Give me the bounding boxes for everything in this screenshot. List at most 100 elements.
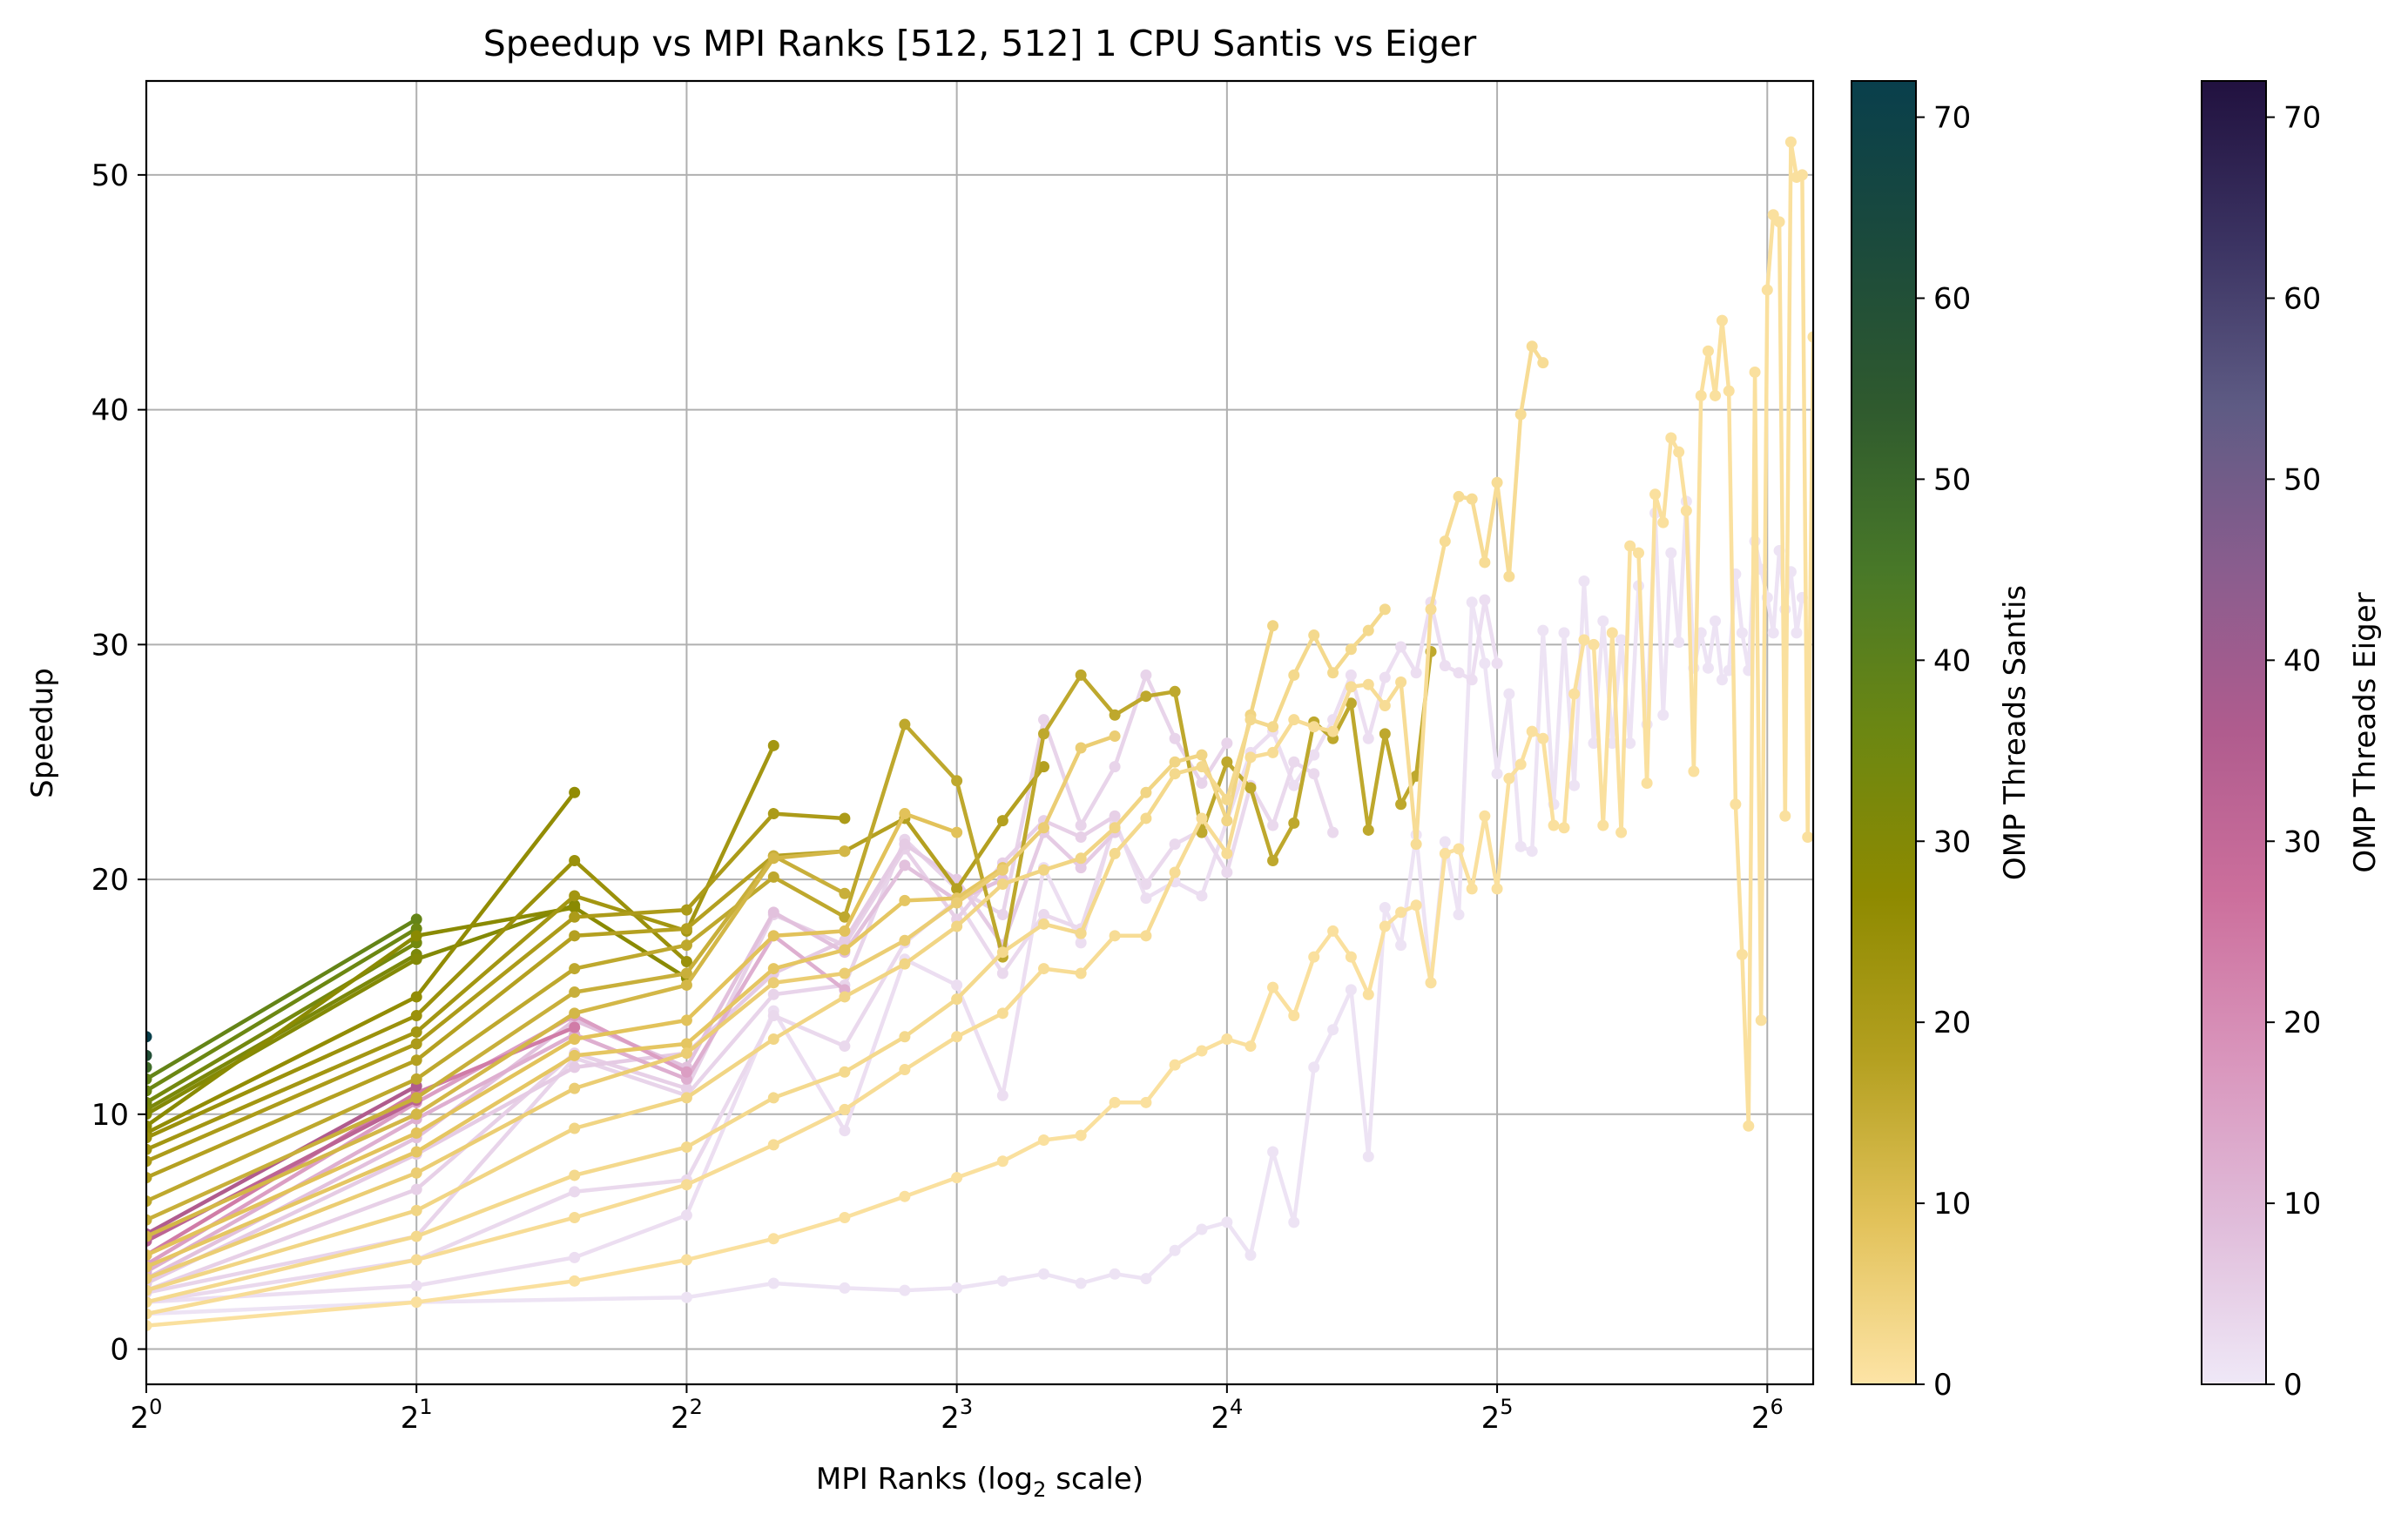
series-santis-72-threads bbox=[146, 1031, 152, 1043]
data-point bbox=[146, 1143, 152, 1155]
data-point bbox=[410, 991, 422, 1003]
data-point bbox=[1395, 939, 1407, 952]
data-point bbox=[1075, 967, 1087, 979]
colorbar-tick-label: 10 bbox=[1933, 1187, 1971, 1222]
series-line bbox=[146, 344, 1545, 1316]
x-axis-title: MPI Ranks (log2 scale) bbox=[816, 1462, 1143, 1502]
data-point bbox=[569, 930, 581, 942]
data-point bbox=[1743, 1120, 1755, 1132]
data-point bbox=[410, 1108, 422, 1121]
data-point bbox=[1075, 819, 1087, 831]
colorbar-tick-label: 50 bbox=[1933, 462, 1971, 497]
data-point bbox=[569, 963, 581, 975]
data-point bbox=[410, 1254, 422, 1266]
data-point bbox=[996, 878, 1008, 890]
data-point bbox=[899, 1284, 911, 1296]
data-point bbox=[1196, 777, 1208, 789]
data-point bbox=[1169, 732, 1181, 744]
data-point bbox=[146, 1284, 152, 1296]
data-point bbox=[569, 1186, 581, 1198]
data-point bbox=[1379, 699, 1391, 711]
data-point bbox=[680, 1179, 692, 1191]
data-point bbox=[1038, 761, 1050, 773]
data-point bbox=[767, 906, 779, 919]
y-tick-label: 50 bbox=[91, 158, 129, 193]
data-point bbox=[1736, 948, 1748, 960]
data-point bbox=[680, 1047, 692, 1060]
data-point bbox=[899, 934, 911, 946]
data-point bbox=[146, 1273, 152, 1285]
data-point bbox=[1169, 685, 1181, 697]
data-point bbox=[1196, 890, 1208, 902]
data-point bbox=[1267, 1146, 1279, 1158]
data-point bbox=[1736, 627, 1748, 639]
data-point bbox=[951, 897, 963, 909]
data-point bbox=[1526, 845, 1538, 858]
data-point bbox=[1410, 899, 1422, 912]
data-point bbox=[1568, 688, 1581, 700]
data-point bbox=[1491, 768, 1503, 780]
data-point bbox=[1526, 340, 1538, 353]
data-point bbox=[767, 1139, 779, 1151]
data-point bbox=[680, 1209, 692, 1222]
data-point bbox=[1140, 812, 1152, 824]
series-line bbox=[146, 905, 688, 1128]
data-point bbox=[1578, 634, 1590, 646]
data-point bbox=[899, 718, 911, 730]
data-point bbox=[1267, 981, 1279, 993]
data-point bbox=[1288, 1216, 1300, 1228]
data-point bbox=[1109, 709, 1121, 721]
series-santis-3-threads bbox=[146, 603, 1391, 1309]
data-point bbox=[410, 1146, 422, 1158]
data-point bbox=[1267, 855, 1279, 867]
series-santis-1-threads bbox=[146, 136, 1813, 1332]
data-point bbox=[1327, 925, 1339, 937]
data-point bbox=[839, 1103, 851, 1115]
data-point bbox=[1267, 620, 1279, 632]
data-point bbox=[767, 963, 779, 975]
data-point bbox=[1395, 676, 1407, 689]
data-point bbox=[146, 1296, 152, 1309]
data-point bbox=[1503, 772, 1515, 784]
data-point bbox=[1169, 866, 1181, 878]
data-point bbox=[1784, 136, 1797, 148]
data-point bbox=[1308, 951, 1320, 963]
data-point bbox=[569, 890, 581, 902]
data-point bbox=[146, 1261, 152, 1273]
data-point bbox=[146, 1214, 152, 1226]
data-point bbox=[1665, 432, 1677, 444]
data-point bbox=[1196, 826, 1208, 838]
data-point bbox=[1308, 749, 1320, 761]
data-point bbox=[1267, 721, 1279, 733]
data-point bbox=[1624, 737, 1636, 750]
data-point bbox=[1779, 810, 1791, 822]
data-point bbox=[899, 894, 911, 906]
series-santis-18-threads bbox=[146, 761, 1050, 1184]
data-point bbox=[569, 986, 581, 999]
series-line bbox=[146, 917, 418, 1081]
data-point bbox=[1267, 819, 1279, 831]
data-point bbox=[1665, 547, 1677, 559]
data-point bbox=[569, 1211, 581, 1223]
data-point bbox=[899, 838, 911, 851]
series-layer bbox=[146, 136, 1813, 1332]
data-point bbox=[899, 1031, 911, 1043]
data-point bbox=[1695, 389, 1707, 401]
data-point bbox=[1615, 634, 1628, 646]
data-point bbox=[146, 1049, 152, 1061]
data-point bbox=[1466, 883, 1478, 895]
x-axis-ticks: 20 21 22 23 24 25 26 bbox=[131, 1384, 1784, 1436]
data-point bbox=[410, 1280, 422, 1292]
data-point bbox=[1075, 927, 1087, 939]
colorbar-tick-label: 30 bbox=[1933, 824, 1971, 859]
data-point bbox=[767, 1033, 779, 1045]
data-point bbox=[1379, 901, 1391, 913]
data-point bbox=[1716, 674, 1728, 686]
data-point bbox=[1140, 690, 1152, 703]
data-point bbox=[1558, 822, 1570, 834]
data-point bbox=[1244, 1249, 1257, 1262]
colorbar-label: OMP Threads Eiger bbox=[2348, 592, 2383, 872]
data-point bbox=[1075, 1129, 1087, 1141]
data-point bbox=[410, 1073, 422, 1085]
series-line bbox=[146, 933, 847, 1274]
